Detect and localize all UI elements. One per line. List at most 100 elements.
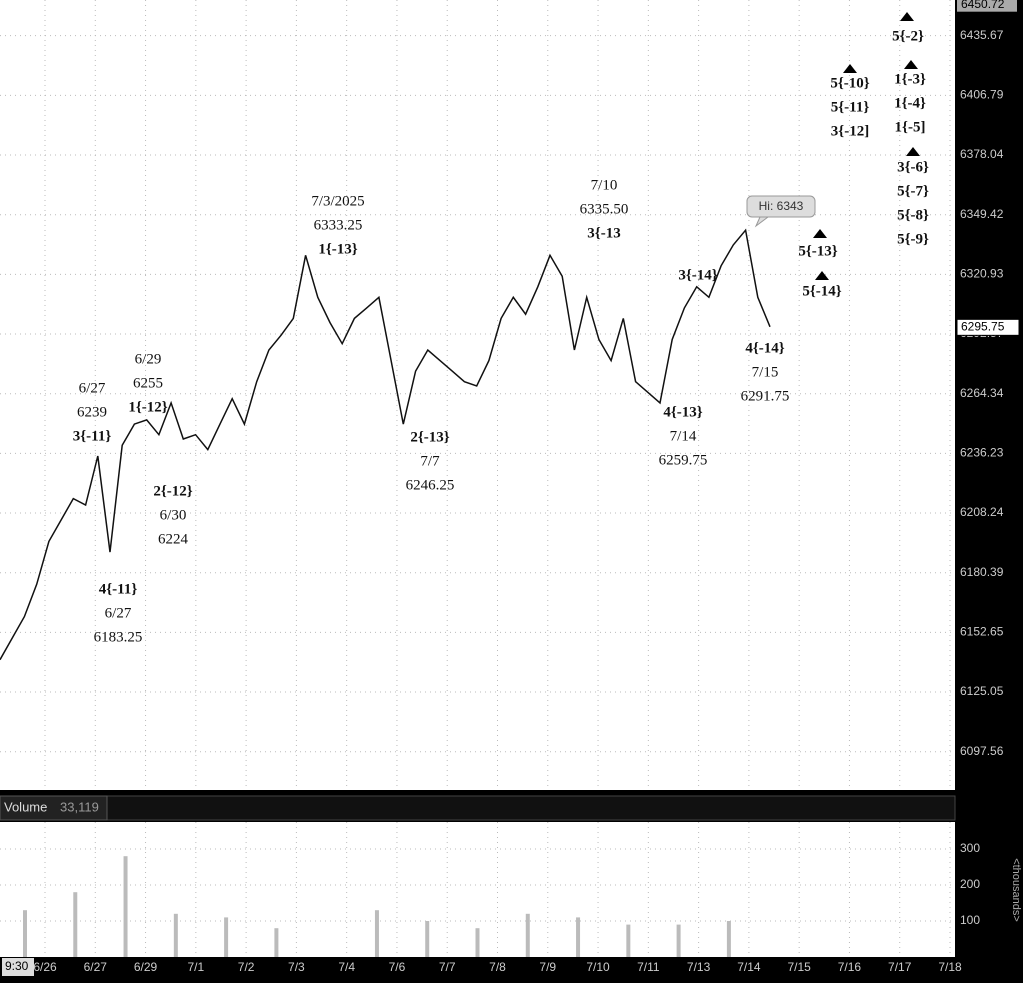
annotation: 6335.50 [580,201,629,217]
volume-bar [475,928,480,957]
annotation: 6246.25 [406,477,455,493]
annotation: 5{-10} [830,75,869,91]
annotation: 2{-12} [153,483,192,499]
volume-bar [525,913,530,957]
annotation: 4{-11} [99,581,138,597]
y-tick-label: 6406.79 [960,88,1004,102]
annotation: 7/3/2025 [311,193,364,209]
annotation: 5{-13} [798,243,837,259]
y-tick-label: 6152.65 [960,625,1004,639]
annotation: 6333.25 [314,217,363,233]
x-tick-label: 7/10 [586,960,610,974]
x-tick-label: 7/8 [489,960,506,974]
annotation: 6183.25 [94,629,143,645]
annotation: 6/29 [135,351,162,367]
time-label: 9:30 [5,959,29,973]
x-tick-label: 7/1 [187,960,204,974]
annotation: 6259.75 [659,452,708,468]
annotation: 6291.75 [741,388,790,404]
annotation: 1{-4} [894,95,926,111]
volume-tick-label: 200 [960,877,980,891]
annotation: 3{-13 [587,225,620,241]
x-tick-label: 7/17 [888,960,912,974]
high-bubble [746,195,816,218]
volume-bar [425,921,430,957]
y-tick-label: 6349.42 [960,207,1004,221]
volume-bar [224,917,229,957]
x-tick-label: 7/2 [238,960,255,974]
x-tick-label: 7/13 [687,960,711,974]
annotation: 5{-7} [897,183,929,199]
annotation: 7/14 [670,428,697,444]
annotation: 3{-6} [897,159,929,175]
price-line [0,228,771,661]
annotation: 6239 [77,404,107,420]
y-tick-label: 6208.24 [960,505,1004,519]
high-label: Hi: 6343 [759,199,804,213]
volume-bar [676,924,681,957]
annotation: 3{-11} [73,428,112,444]
volume-bar [123,856,128,957]
annotation: 7/15 [752,364,779,380]
annotation: 6/30 [160,507,187,523]
wave-marker [843,64,857,73]
time-box [2,958,34,976]
volume-bar [23,910,27,957]
wave-marker [906,147,920,156]
annotation: 4{-14} [745,340,784,356]
x-tick-label: 7/11 [637,960,660,974]
high-pointer [754,216,770,228]
x-tick-label: 7/16 [838,960,862,974]
volume-bar [73,892,78,957]
annotation: 7/7 [420,453,440,469]
x-tick-label: 7/14 [737,960,761,974]
x-tick-label: 6/29 [134,960,158,974]
annotation: 6255 [133,375,163,391]
volume-bar [374,910,379,957]
y-tick-label: 6236.23 [960,446,1004,460]
y-tick-label: 6378.04 [960,147,1004,161]
last-price-box [956,318,1020,336]
x-tick-label: 7/3 [288,960,305,974]
x-tick-label: 7/15 [787,960,811,974]
wave-marker [904,60,918,69]
volume-bar [173,913,178,957]
x-tick-label: 7/7 [439,960,456,974]
volume-axis-label: <thousands> [1010,858,1022,922]
annotation: 6/27 [79,380,106,396]
annotation: 5{-9} [897,231,929,247]
y-tick-label: 6097.56 [960,744,1004,758]
annotation: 1{-3} [894,71,926,87]
y-tick-label: 6264.34 [960,386,1004,400]
y-tick-label: 6125.05 [960,684,1004,698]
y-tick-label: 6180.39 [960,565,1004,579]
top-value-box [957,0,1017,12]
annotation: 1{-13} [318,241,357,257]
x-tick-label: 6/26 [33,960,57,974]
annotation: 1{-5] [895,119,926,135]
volume-tick-label: 300 [960,841,980,855]
annotation: 7/10 [591,177,618,193]
wave-marker [900,12,914,21]
volume-bar [726,921,731,957]
volume-value: 33,119 [60,799,99,814]
volume-header [0,795,956,821]
annotation: 1{-12} [128,399,167,415]
volume-bar [274,928,279,957]
volume-bar [576,917,581,957]
x-tick-label: 7/18 [938,960,962,974]
x-tick-label: 7/6 [389,960,406,974]
annotation: 3{-14} [678,267,717,283]
annotation: 3{-12] [831,123,869,139]
x-tick-label: 7/4 [338,960,355,974]
price-panel [0,0,955,790]
annotation: 4{-13} [663,404,702,420]
annotation: 2{-13} [410,429,449,445]
wave-marker [813,229,827,238]
y-tick-label: 6435.67 [960,28,1004,42]
annotation: 5{-11} [831,99,870,115]
annotation: 5{-8} [897,207,929,223]
annotation: 5{-2} [892,28,924,44]
top-value: 6450.72 [961,0,1005,11]
